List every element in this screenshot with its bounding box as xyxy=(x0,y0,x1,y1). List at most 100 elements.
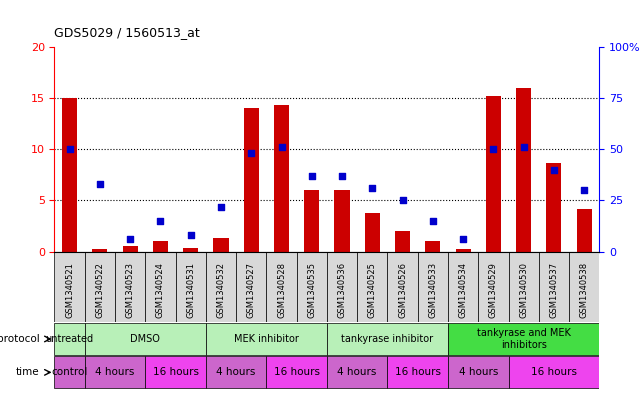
Bar xyxy=(92,250,108,252)
Bar xyxy=(304,190,319,252)
Bar xyxy=(486,96,501,252)
Bar xyxy=(516,88,531,252)
Bar xyxy=(122,246,138,252)
Bar xyxy=(183,248,198,252)
Bar xyxy=(365,213,380,252)
Text: GSM1340521: GSM1340521 xyxy=(65,262,74,318)
Bar xyxy=(387,356,448,388)
Bar xyxy=(508,356,599,388)
Bar xyxy=(176,252,206,322)
Point xyxy=(95,181,105,187)
Text: 16 hours: 16 hours xyxy=(395,367,441,377)
Bar xyxy=(146,252,176,322)
Text: 16 hours: 16 hours xyxy=(274,367,320,377)
Bar xyxy=(267,356,327,388)
Bar xyxy=(213,238,229,252)
Text: tankyrase and MEK
inhibitors: tankyrase and MEK inhibitors xyxy=(477,328,570,350)
Bar xyxy=(327,356,387,388)
Text: time: time xyxy=(16,367,39,377)
Text: control: control xyxy=(51,367,88,377)
Bar xyxy=(418,252,448,322)
Text: GDS5029 / 1560513_at: GDS5029 / 1560513_at xyxy=(54,26,200,39)
Point xyxy=(306,173,317,179)
Bar xyxy=(85,323,206,355)
Bar xyxy=(448,252,478,322)
Bar xyxy=(54,323,85,355)
Bar xyxy=(85,252,115,322)
Text: GSM1340524: GSM1340524 xyxy=(156,262,165,318)
Bar xyxy=(387,252,418,322)
Bar xyxy=(244,108,259,252)
Bar xyxy=(236,252,267,322)
Text: GSM1340532: GSM1340532 xyxy=(217,262,226,318)
Point xyxy=(428,218,438,224)
Text: untreated: untreated xyxy=(46,334,94,344)
Point xyxy=(276,144,287,151)
Bar xyxy=(456,250,470,252)
Text: 16 hours: 16 hours xyxy=(531,367,577,377)
Bar xyxy=(508,252,539,322)
Text: GSM1340528: GSM1340528 xyxy=(277,262,286,318)
Point xyxy=(216,204,226,210)
Bar xyxy=(153,241,168,252)
Text: protocol: protocol xyxy=(0,334,39,344)
Bar xyxy=(115,252,146,322)
Bar xyxy=(577,209,592,252)
Text: GSM1340537: GSM1340537 xyxy=(549,262,558,318)
Point xyxy=(458,236,469,242)
Bar xyxy=(478,252,508,322)
Text: GSM1340522: GSM1340522 xyxy=(96,262,104,318)
Bar xyxy=(206,323,327,355)
Point xyxy=(488,146,499,152)
Text: GSM1340526: GSM1340526 xyxy=(398,262,407,318)
Text: 4 hours: 4 hours xyxy=(338,367,377,377)
Bar xyxy=(297,252,327,322)
Text: GSM1340538: GSM1340538 xyxy=(579,262,588,318)
Bar xyxy=(206,252,236,322)
Point xyxy=(246,150,256,156)
Bar xyxy=(335,190,349,252)
Point xyxy=(549,167,559,173)
Point xyxy=(579,187,589,193)
Bar xyxy=(448,323,599,355)
Point xyxy=(65,146,75,152)
Text: GSM1340525: GSM1340525 xyxy=(368,262,377,318)
Bar xyxy=(546,163,562,252)
Text: GSM1340534: GSM1340534 xyxy=(458,262,468,318)
Text: 16 hours: 16 hours xyxy=(153,367,199,377)
Bar xyxy=(327,323,448,355)
Bar xyxy=(327,252,357,322)
Point xyxy=(367,185,378,191)
Bar xyxy=(395,231,410,252)
Text: GSM1340535: GSM1340535 xyxy=(307,262,316,318)
Text: tankyrase inhibitor: tankyrase inhibitor xyxy=(342,334,433,344)
Text: GSM1340531: GSM1340531 xyxy=(186,262,196,318)
Bar xyxy=(425,241,440,252)
Bar xyxy=(85,356,146,388)
Text: GSM1340523: GSM1340523 xyxy=(126,262,135,318)
Point xyxy=(155,218,165,224)
Text: GSM1340527: GSM1340527 xyxy=(247,262,256,318)
Text: 4 hours: 4 hours xyxy=(96,367,135,377)
Text: GSM1340530: GSM1340530 xyxy=(519,262,528,318)
Text: MEK inhibitor: MEK inhibitor xyxy=(234,334,299,344)
Point xyxy=(397,197,408,204)
Bar xyxy=(274,105,289,252)
Text: 4 hours: 4 hours xyxy=(217,367,256,377)
Bar xyxy=(569,252,599,322)
Bar xyxy=(146,356,206,388)
Bar xyxy=(267,252,297,322)
Bar xyxy=(62,98,77,252)
Point xyxy=(519,144,529,151)
Text: 4 hours: 4 hours xyxy=(458,367,498,377)
Bar xyxy=(54,356,85,388)
Point xyxy=(125,236,135,242)
Text: GSM1340529: GSM1340529 xyxy=(489,262,498,318)
Point xyxy=(337,173,347,179)
Text: GSM1340536: GSM1340536 xyxy=(338,262,347,318)
Text: DMSO: DMSO xyxy=(130,334,160,344)
Point xyxy=(186,232,196,238)
Bar xyxy=(448,356,508,388)
Text: GSM1340533: GSM1340533 xyxy=(428,262,437,318)
Bar xyxy=(539,252,569,322)
